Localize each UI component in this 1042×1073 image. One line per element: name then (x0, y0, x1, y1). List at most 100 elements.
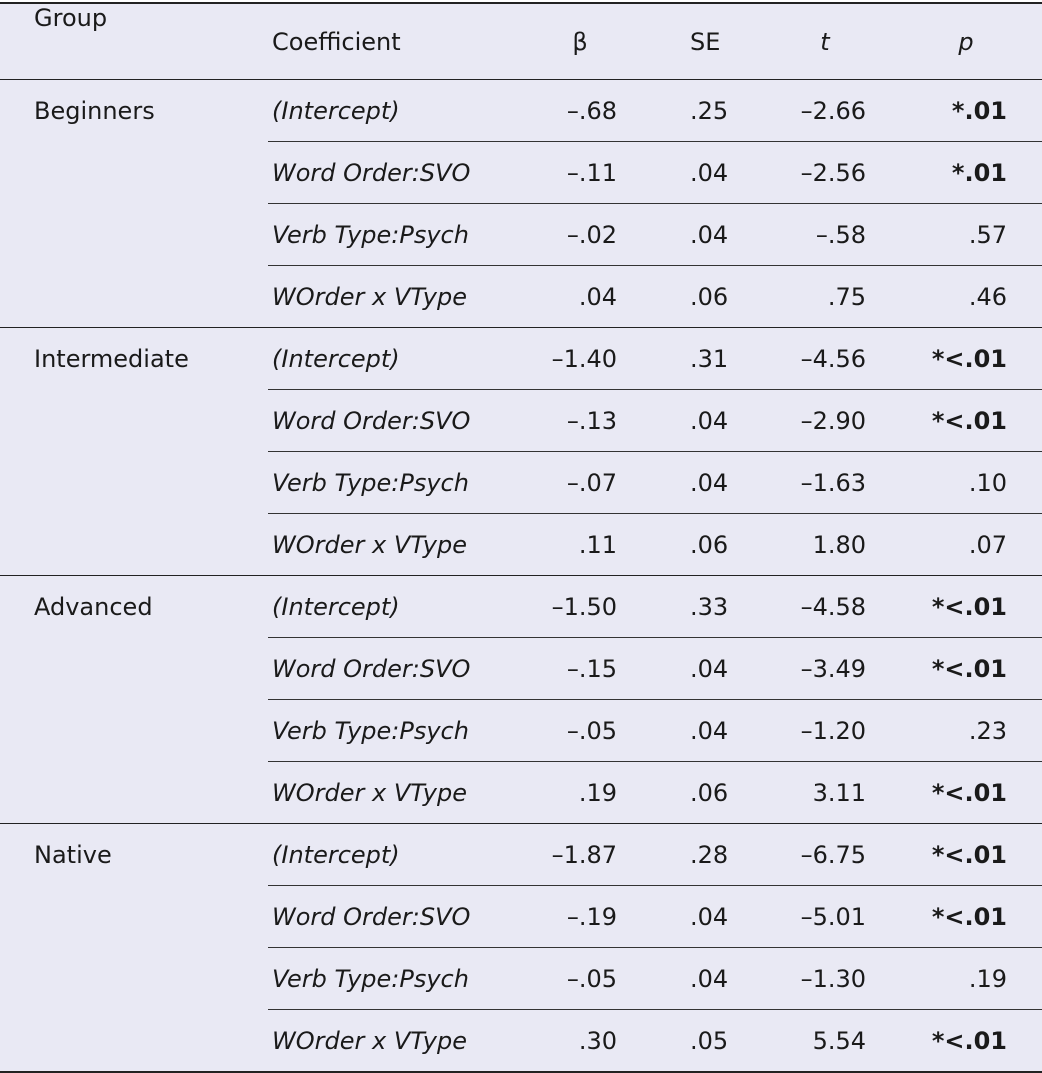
table-cell: .33 (640, 575, 760, 638)
table-cell: .75 (760, 265, 890, 328)
table-cell: –.05 (520, 947, 640, 1010)
table-cell: (Intercept) (268, 79, 520, 142)
table-cell: .05 (640, 1009, 760, 1072)
table-cell: Verb Type:Psych (268, 699, 520, 762)
table-cell: .31 (640, 327, 760, 390)
table-cell: .04 (640, 637, 760, 700)
table-cell: –.58 (760, 203, 890, 266)
header-cell: SE (640, 3, 760, 80)
table-cell: –.68 (520, 79, 640, 142)
table-cell: .04 (640, 141, 760, 204)
table-row: Advanced (Intercept) –1.50.33 –4.58 *<.01 (0, 575, 1042, 824)
table-row: WOrder x VType .19.06 3.11 *<.01 (0, 761, 1042, 824)
table-row: Verb Type:Psych –.05.04 –1.30.19 (0, 947, 1042, 1010)
table-cell: –2.66 (760, 79, 890, 142)
table-row: Word Order:SVO –.11.04 –2.56 *.01 (0, 141, 1042, 204)
group-cell: Beginners (0, 79, 268, 328)
group-cell: Native (0, 823, 268, 1072)
table-cell: 5.54 (760, 1009, 890, 1072)
table-cell: .04 (640, 699, 760, 762)
table-row: Verb Type:Psych –.05.04 –1.20.23 (0, 699, 1042, 762)
table-cell: –2.56 (760, 141, 890, 204)
table-cell: –4.56 (760, 327, 890, 390)
table-cell: –.15 (520, 637, 640, 700)
table-cell: WOrder x VType (268, 265, 520, 328)
table-cell: *<.01 (890, 637, 1042, 700)
table-cell: .06 (640, 265, 760, 328)
table-cell: WOrder x VType (268, 761, 520, 824)
table-cell: 1.80 (760, 513, 890, 576)
table-cell: (Intercept) (268, 823, 520, 886)
table-cell: Verb Type:Psych (268, 203, 520, 266)
table-cell: –.19 (520, 885, 640, 948)
table-cell: WOrder x VType (268, 513, 520, 576)
table-cell: .25 (640, 79, 760, 142)
table-cell: .11 (520, 513, 640, 576)
table-row: Native (Intercept) –1.87.28 –6.75 *<.01 (0, 823, 1042, 1072)
table-row: WOrder x VType .30.05 5.54 *<.01 (0, 1009, 1042, 1072)
table-cell: –1.50 (520, 575, 640, 638)
table-cell: –6.75 (760, 823, 890, 886)
table-cell: Word Order:SVO (268, 141, 520, 204)
header-cell: Coefficient (268, 3, 520, 80)
table-cell: WOrder x VType (268, 1009, 520, 1072)
table-cell: –3.49 (760, 637, 890, 700)
table-cell: –.13 (520, 389, 640, 452)
table-cell: –1.20 (760, 699, 890, 762)
table-cell: .19 (520, 761, 640, 824)
table-cell: .19 (890, 947, 1042, 1010)
table-cell: *.01 (890, 79, 1042, 142)
table-cell: .04 (640, 203, 760, 266)
table-cell: (Intercept) (268, 575, 520, 638)
header-cell: β (520, 3, 640, 80)
table-cell: Word Order:SVO (268, 885, 520, 948)
table-cell: –1.63 (760, 451, 890, 514)
table-cell: *<.01 (890, 885, 1042, 948)
table-cell: Word Order:SVO (268, 637, 520, 700)
table-cell: .57 (890, 203, 1042, 266)
table-cell: –2.90 (760, 389, 890, 452)
group-cell: Intermediate (0, 327, 268, 576)
table-row: Intermediate (Intercept) –1.40.31 –4.56 *<.0… (0, 327, 1042, 576)
table-cell: .04 (640, 885, 760, 948)
table-cell: *<.01 (890, 575, 1042, 638)
table-header: Group Coefficient β SE t p (0, 3, 1042, 80)
table-cell: .46 (890, 265, 1042, 328)
table-row: Word Order:SVO –.19.04 –5.01 *<.01 (0, 885, 1042, 948)
table-cell: .30 (520, 1009, 640, 1072)
table-cell: *<.01 (890, 389, 1042, 452)
table-row: Beginners (Intercept) –.68.25 –2.66 *.01 (0, 79, 1042, 328)
table-cell: Verb Type:Psych (268, 451, 520, 514)
table-cell: *.01 (890, 141, 1042, 204)
table-cell: –.07 (520, 451, 640, 514)
table-cell: –.11 (520, 141, 640, 204)
table-cell: .04 (640, 451, 760, 514)
table-cell: .28 (640, 823, 760, 886)
table-cell: .10 (890, 451, 1042, 514)
table-cell: .06 (640, 513, 760, 576)
header-cell: t (760, 3, 890, 80)
table-cell: .04 (520, 265, 640, 328)
table-cell: –1.30 (760, 947, 890, 1010)
table-cell: .06 (640, 761, 760, 824)
table-cell: *<.01 (890, 761, 1042, 824)
table-row: WOrder x VType .11.06 1.80.07 (0, 513, 1042, 576)
table-cell: –.05 (520, 699, 640, 762)
group-cell: Advanced (0, 575, 268, 824)
table-cell: –4.58 (760, 575, 890, 638)
table-cell: –.02 (520, 203, 640, 266)
table-cell: *<.01 (890, 1009, 1042, 1072)
table-row: WOrder x VType .04.06.75.46 (0, 265, 1042, 328)
table-cell: Verb Type:Psych (268, 947, 520, 1010)
table-row: Word Order:SVO –.13.04 –2.90 *<.01 (0, 389, 1042, 452)
table-cell: –1.40 (520, 327, 640, 390)
table-cell: (Intercept) (268, 327, 520, 390)
table-cell: .23 (890, 699, 1042, 762)
table-cell: Word Order:SVO (268, 389, 520, 452)
table-cell: –5.01 (760, 885, 890, 948)
table-cell: .04 (640, 947, 760, 1010)
table-cell: .04 (640, 389, 760, 452)
header-cell: Group (0, 3, 268, 80)
header-cell: p (890, 3, 1042, 80)
